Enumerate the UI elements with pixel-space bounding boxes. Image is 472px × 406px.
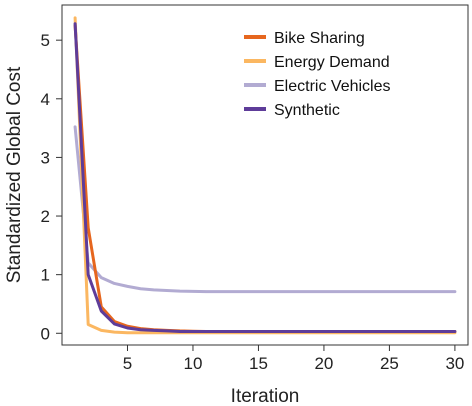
x-tick-label: 25 bbox=[380, 354, 399, 373]
x-axis-label: Iteration bbox=[231, 386, 300, 406]
x-tick-label: 30 bbox=[445, 354, 464, 373]
legend-label-energy-demand: Energy Demand bbox=[274, 54, 390, 71]
series-line-bike-sharing bbox=[73, 24, 457, 334]
legend: Bike Sharing Energy Demand Electric Vehicl… bbox=[244, 30, 391, 119]
x-tick-label: 15 bbox=[249, 354, 268, 373]
legend-label-bike-sharing: Bike Sharing bbox=[274, 30, 365, 47]
y-tick-label: 0 bbox=[41, 324, 50, 343]
y-tick-label: 5 bbox=[41, 31, 50, 50]
series-line-energy-demand bbox=[73, 16, 457, 335]
y-tick-label: 2 bbox=[41, 207, 50, 226]
y-axis-ticks: 0 1 2 3 4 5 bbox=[41, 31, 62, 343]
plot-frame bbox=[61, 4, 469, 346]
y-tick-label: 3 bbox=[41, 148, 50, 167]
x-tick-label: 10 bbox=[184, 354, 203, 373]
x-axis-ticks: 5 10 15 20 25 30 bbox=[123, 345, 464, 373]
x-tick-label: 5 bbox=[123, 354, 132, 373]
y-tick-label: 1 bbox=[41, 266, 50, 285]
plot-area bbox=[61, 4, 469, 346]
series-line-synthetic bbox=[73, 22, 457, 334]
series-layer bbox=[73, 16, 457, 335]
legend-label-synthetic: Synthetic bbox=[274, 102, 340, 119]
series-line-electric-vehicles bbox=[73, 125, 457, 294]
y-tick-label: 4 bbox=[41, 90, 50, 109]
y-axis-label: Standardized Global Cost bbox=[4, 66, 25, 283]
x-tick-label: 20 bbox=[314, 354, 333, 373]
legend-label-electric-vehicles: Electric Vehicles bbox=[274, 78, 391, 95]
